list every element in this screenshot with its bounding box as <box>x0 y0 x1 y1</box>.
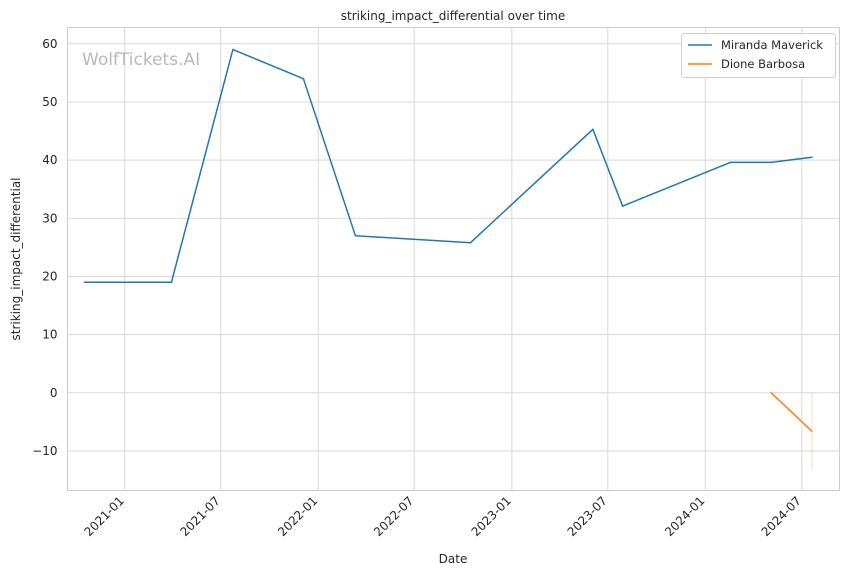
x-tick-label: 2021-07 <box>178 494 223 539</box>
x-tick-label: 2024-07 <box>759 494 804 539</box>
y-tick-label: −10 <box>32 444 57 458</box>
grid <box>67 27 840 491</box>
data-point-miranda-maverick <box>83 281 86 284</box>
x-axis-title: Date <box>439 552 468 566</box>
y-tick-label: 40 <box>42 153 57 167</box>
y-tick-label: 30 <box>42 211 57 225</box>
y-tick-label: 50 <box>42 95 57 109</box>
data-point-miranda-maverick <box>621 205 624 207</box>
x-tick-label: 2022-01 <box>275 494 320 539</box>
x-tick-label: 2024-01 <box>662 494 707 539</box>
legend: Miranda Maverick Dione Barbosa <box>681 33 836 78</box>
y-tick-label: 60 <box>42 37 57 51</box>
y-tick-label: 10 <box>42 328 57 342</box>
x-tick-label: 2023-07 <box>565 494 610 539</box>
data-point-miranda-maverick <box>729 161 732 164</box>
data-point-miranda-maverick <box>469 241 472 244</box>
data-point-dione-barbosa <box>770 392 772 394</box>
data-point-miranda-maverick <box>592 128 594 131</box>
x-tick-label: 2022-07 <box>371 494 416 539</box>
legend-label-miranda-maverick: Miranda Maverick <box>721 38 823 52</box>
data-point-miranda-maverick <box>811 156 813 158</box>
series-line-miranda-maverick <box>84 48 812 284</box>
chart-title: striking_impact_differential over time <box>341 9 566 23</box>
x-tick-label: 2021-01 <box>82 494 127 539</box>
x-tick-label: 2023-01 <box>469 494 514 539</box>
watermark: WolfTickets.AI <box>82 50 200 70</box>
y-tick-label: 0 <box>50 386 58 400</box>
plot-area-frame <box>67 27 840 491</box>
y-tick-labels: −10 0 10 20 30 40 50 60 <box>32 37 57 458</box>
data-point-dione-barbosa <box>811 430 813 432</box>
legend-label-dione-barbosa: Dione Barbosa <box>721 57 805 71</box>
data-point-miranda-maverick <box>770 161 772 164</box>
y-tick-label: 20 <box>42 269 57 283</box>
data-point-miranda-maverick <box>170 281 173 284</box>
series-line-dione-barbosa <box>770 392 813 432</box>
y-axis-title: striking_impact_differential <box>9 177 23 340</box>
series-layer <box>83 48 813 470</box>
data-point-miranda-maverick <box>232 48 234 51</box>
x-tick-labels: 2021-01 2021-07 2022-01 2022-07 2023-01 2023-… <box>82 494 804 539</box>
data-point-miranda-maverick <box>302 77 305 80</box>
legend-box <box>681 33 836 78</box>
data-point-miranda-maverick <box>354 234 357 237</box>
